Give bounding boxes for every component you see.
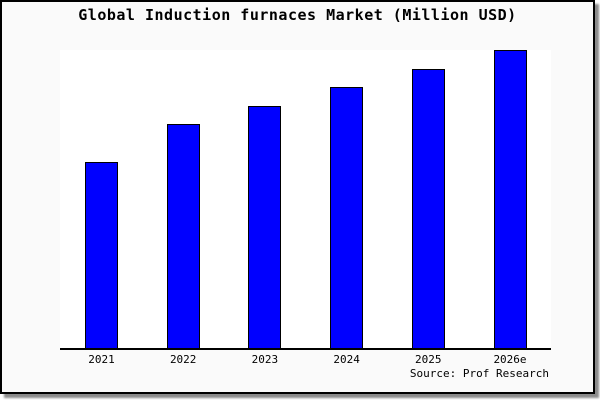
bar-2024 — [330, 87, 364, 348]
plot-area — [60, 50, 551, 350]
bar-2023 — [248, 106, 282, 348]
chart-card: Global Induction furnaces Market (Millio… — [0, 0, 595, 394]
x-tick-label-2023: 2023 — [251, 353, 279, 366]
x-tick-label-2022: 2022 — [169, 353, 197, 366]
x-tick-label-2025: 2025 — [415, 353, 442, 366]
bar-2022 — [166, 124, 200, 348]
source-credit: Source: Prof Research — [409, 367, 549, 380]
bar-2021 — [85, 162, 118, 348]
x-tick-label-2026e: 2026e — [493, 353, 527, 366]
x-tick-label-2024: 2024 — [333, 353, 360, 366]
bar-2025 — [411, 69, 445, 348]
x-tick-label-2021: 2021 — [88, 353, 115, 366]
bar-2026e — [493, 50, 527, 348]
chart-title: Global Induction furnaces Market (Millio… — [78, 6, 517, 24]
x-axis-tick-labels: 2021 2022 2023 2024 2025 2026e — [60, 352, 551, 368]
